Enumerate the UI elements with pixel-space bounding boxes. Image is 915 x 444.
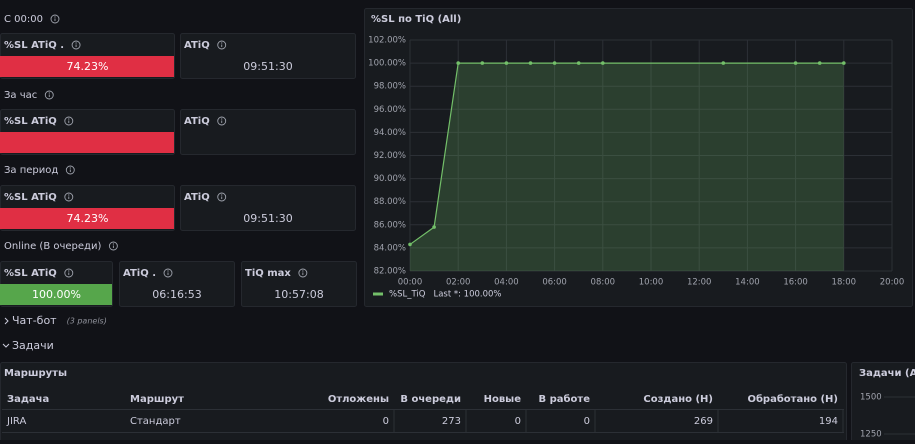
row-chevron [5,318,8,324]
row-note: (3 panels) [67,317,107,326]
table-cell: 269 [694,416,713,427]
point [722,61,726,65]
table-title: Маршруты [4,368,67,379]
x-tick-label: 16:00 [783,278,808,288]
info-icon-dot [221,194,222,195]
area [410,63,844,271]
group-title: С 00:00 [4,14,43,25]
y-tick-label: 88.00% [374,197,406,207]
table-header[interactable]: Создано (Н) [643,394,713,405]
table-header[interactable]: В очереди [400,394,461,405]
y-tick-label: 1250 [860,430,882,440]
info-icon-dot [70,167,71,168]
x-tick-label: 20:00 [880,278,905,288]
info-icon-dot [221,42,222,43]
legend-stat: Last *: 100.00% [433,290,501,300]
x-tick-label: 14:00 [735,278,760,288]
table-cell: 0 [383,416,389,427]
group-title: Online (В очереди) [4,241,101,252]
info-icon-dot [302,270,303,271]
x-tick-label: 04:00 [494,278,519,288]
info-icon-dot [167,270,168,271]
point [601,61,605,65]
gauge-value: 74.23% [67,60,109,73]
x-tick-label: 18:00 [832,278,857,288]
panel-title: ATiQ . [123,268,156,279]
y-tick-label: 92.00% [374,151,406,161]
y-tick-label: 98.00% [374,82,406,92]
info-icon-dot [68,270,69,271]
legend-label[interactable]: %SL_TiQ [389,290,426,300]
table-cell: 0 [584,416,590,427]
point [794,61,798,65]
table-header[interactable]: Новые [484,394,522,405]
table-cell: 0 [515,416,521,427]
x-tick-label: 02:00 [446,278,471,288]
table-header[interactable]: Обработано (Н) [747,393,838,405]
y-tick-label: 90.00% [374,174,406,184]
point [818,61,822,65]
gauge-bar [0,132,174,153]
panel-title: %SL ATiQ [4,268,57,279]
info-icon-dot [75,42,76,43]
table-cell: JIRA [6,416,26,427]
point [505,61,509,65]
y-tick-label: 1500 [860,393,882,403]
gauge-value: 74.23% [67,212,109,225]
x-tick-label: 10:00 [639,278,664,288]
table-header[interactable]: Маршрут [130,394,184,405]
table-cell: Стандарт [130,416,181,427]
row-chevron [3,344,9,347]
point [553,61,557,65]
info-icon-dot [221,118,222,119]
point [481,61,485,65]
point [577,61,581,65]
panel-title: ATiQ [184,116,210,127]
side-chart-title: Задачи (All) [859,368,915,379]
y-tick-label: 96.00% [374,105,406,115]
stat-value: 09:51:30 [243,60,292,73]
y-tick-label: 84.00% [374,243,406,253]
panel-title: ATiQ [184,40,210,51]
panel-title: %SL ATiQ . [4,40,64,51]
row-title[interactable]: Чат-бот [12,314,57,327]
point [408,243,412,247]
info-icon-dot [113,243,114,244]
point [842,61,846,65]
stat-value: 06:16:53 [152,288,201,301]
group-title: За час [4,90,37,101]
gauge-value: 100.00% [32,288,81,301]
info-icon-dot [68,118,69,119]
table-cell: 194 [819,416,838,427]
x-tick-label: 06:00 [542,278,567,288]
panel-title: %SL ATiQ [4,116,57,127]
info-icon-dot [68,194,69,195]
info-icon-dot [54,16,55,17]
y-tick-label: 86.00% [374,220,406,230]
y-tick-label: 94.00% [374,128,406,138]
panel-title: TiQ max [245,268,291,279]
point [432,225,436,229]
point [529,61,533,65]
table-header[interactable]: Отложены [328,394,389,405]
stat-value: 09:51:30 [243,212,292,225]
panel-title: %SL ATiQ [4,192,57,203]
chart-title: %SL по TiQ (All) [371,14,461,25]
table-header[interactable]: В работе [539,393,591,405]
row-title[interactable]: Задачи [12,339,54,352]
y-tick-label: 82.00% [374,267,406,277]
x-tick-label: 12:00 [687,278,712,288]
panel-title: ATiQ [184,192,210,203]
table-header[interactable]: Задача [7,394,49,405]
info-icon-dot [49,92,50,93]
y-tick-label: 100.00% [368,59,406,69]
table-cell: 273 [442,416,461,427]
point [456,61,460,65]
x-tick-label: 00:00 [398,278,423,288]
y-tick-label: 102.00% [368,36,406,46]
x-tick-label: 08:00 [591,278,616,288]
group-title: За период [4,165,58,176]
stat-value: 10:57:08 [274,288,323,301]
